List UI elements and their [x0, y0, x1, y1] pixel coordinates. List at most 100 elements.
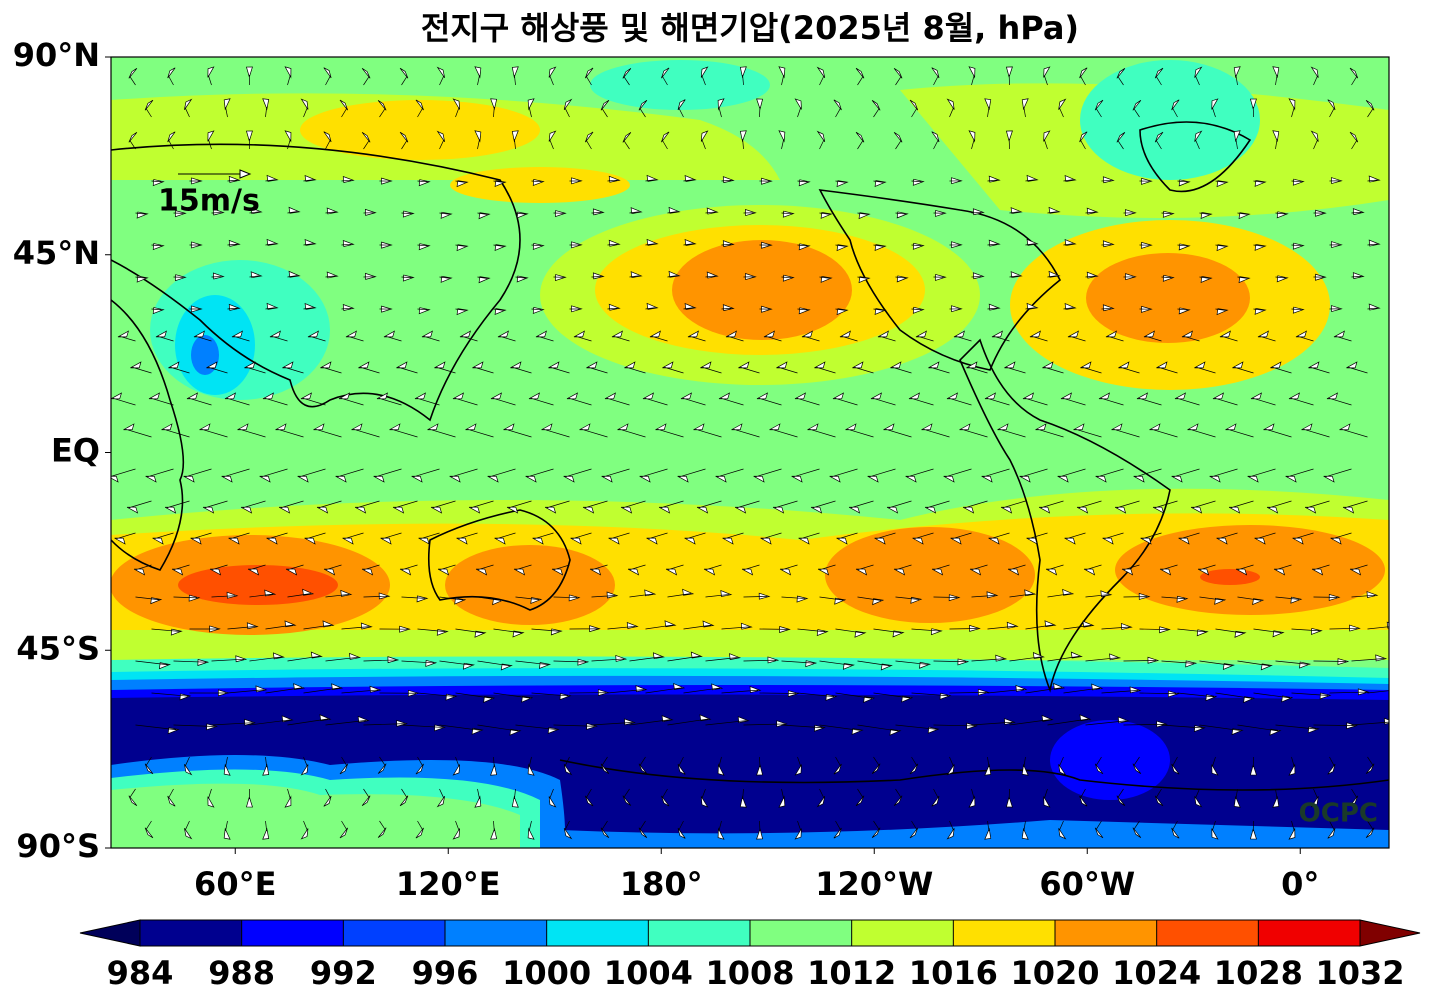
wind-arrow: [1043, 66, 1051, 86]
wind-arrow: [211, 655, 248, 663]
wind-arrow: [677, 99, 686, 118]
wind-arrow: [1323, 468, 1352, 483]
wind-arrow: [1171, 756, 1180, 775]
wind-arrow: [607, 303, 621, 311]
wind-arrow: [569, 241, 583, 249]
colorbar-segment: [851, 920, 954, 946]
wind-arrow: [1080, 361, 1102, 374]
wind-arrow: [911, 178, 925, 186]
wind-arrow: [128, 132, 138, 150]
wind-arrow: [303, 174, 317, 182]
wind-arrow: [1250, 392, 1276, 406]
wind-arrow: [1009, 207, 1023, 214]
wind-arrow: [1209, 468, 1238, 483]
wind-arrow: [817, 564, 836, 576]
wind-arrow: [810, 500, 836, 514]
wind-arrow: [1326, 392, 1352, 406]
wind-arrow: [1035, 423, 1064, 438]
wind-arrow: [247, 564, 266, 576]
wind-arrow: [677, 468, 706, 483]
wind-arrow: [430, 500, 456, 514]
wind-arrow: [1102, 532, 1124, 545]
wind-arrow: [1327, 756, 1336, 775]
wind-arrow: [877, 330, 896, 342]
wind-arrow: [645, 620, 677, 630]
wind-arrow: [600, 99, 610, 118]
wind-arrow: [436, 788, 445, 808]
wind-arrow: [275, 423, 304, 438]
wind-arrow: [515, 660, 551, 669]
wind-arrow: [1005, 130, 1013, 150]
wind-arrow: [1025, 682, 1066, 694]
wind-arrow: [325, 271, 339, 279]
wind-arrow: [190, 532, 212, 545]
wind-arrow: [493, 628, 525, 638]
wind-arrow: [591, 272, 605, 280]
wind-arrow: [969, 564, 988, 576]
wind-arrow: [987, 303, 1001, 311]
wind-arrow: [345, 330, 364, 342]
axes: 90°N 45°N EQ 45°S 90°S 60°E 120°E 180° 120°W 60°W…: [13, 36, 1320, 903]
wind-arrow: [1021, 98, 1029, 118]
wind-arrow: [515, 211, 529, 219]
wind-arrow: [300, 756, 309, 776]
wind-arrow: [1365, 100, 1375, 118]
wind-arrow: [1253, 692, 1294, 703]
wind-arrow: [1042, 361, 1064, 374]
wind-arrow: [1311, 564, 1330, 576]
wind-arrow: [493, 244, 507, 252]
wind-arrow: [667, 651, 703, 662]
wind-arrow: [797, 179, 811, 187]
coastline: [111, 143, 521, 422]
wind-arrow: [1346, 361, 1368, 374]
wind-arrow: [607, 622, 639, 630]
wind-arrow: [186, 392, 212, 406]
wind-arrow: [585, 788, 594, 807]
wind-arrow: [439, 275, 453, 283]
wind-arrow: [513, 564, 532, 576]
wind-arrow: [1085, 716, 1130, 726]
wind-arrow: [300, 392, 326, 406]
wind-arrow: [645, 302, 659, 310]
wind-arrow: [130, 361, 152, 374]
wind-arrow: [950, 532, 972, 545]
wind-arrow: [873, 628, 905, 638]
wind-arrow: [700, 130, 709, 150]
wind-arrow: [161, 423, 190, 438]
lat-tick-label: EQ: [51, 432, 100, 470]
wind-arrow: [984, 820, 992, 840]
wind-arrow: [240, 500, 266, 514]
colorbar-under: [79, 919, 141, 947]
wind-arrow: [1301, 423, 1330, 438]
field-zone: [672, 240, 852, 340]
wind-arrow: [1063, 683, 1104, 694]
wind-arrow: [797, 307, 811, 315]
wind-arrow: [855, 564, 874, 576]
wind-arrow: [871, 756, 881, 774]
wind-arrow: [354, 500, 380, 514]
wind-arrow: [645, 682, 686, 694]
field-zone: [560, 820, 1389, 848]
wind-arrow: [835, 180, 849, 188]
wind-arrow: [946, 98, 955, 118]
wind-arrow: [1161, 274, 1175, 282]
wind-arrow: [705, 590, 733, 598]
wind-arrow: [794, 98, 802, 118]
wind-arrow: [285, 564, 304, 576]
wind-arrow: [1143, 330, 1162, 342]
wind-arrow: [909, 99, 919, 118]
wind-arrow: [284, 130, 292, 150]
wind-arrow: [739, 788, 747, 808]
wind-arrow: [645, 174, 659, 182]
wind-arrow: [743, 209, 757, 216]
wind-arrow: [933, 722, 978, 730]
wind-arrow: [835, 692, 876, 704]
wind-arrow: [494, 532, 516, 545]
wind-arrow: [873, 692, 914, 703]
wind-arrow: [629, 652, 665, 662]
wind-arrow: [135, 596, 163, 605]
wind-arrow: [399, 67, 409, 86]
wind-arrow: [1047, 588, 1075, 598]
wind-arrow: [193, 330, 212, 342]
wind-arrow: [1339, 423, 1368, 438]
